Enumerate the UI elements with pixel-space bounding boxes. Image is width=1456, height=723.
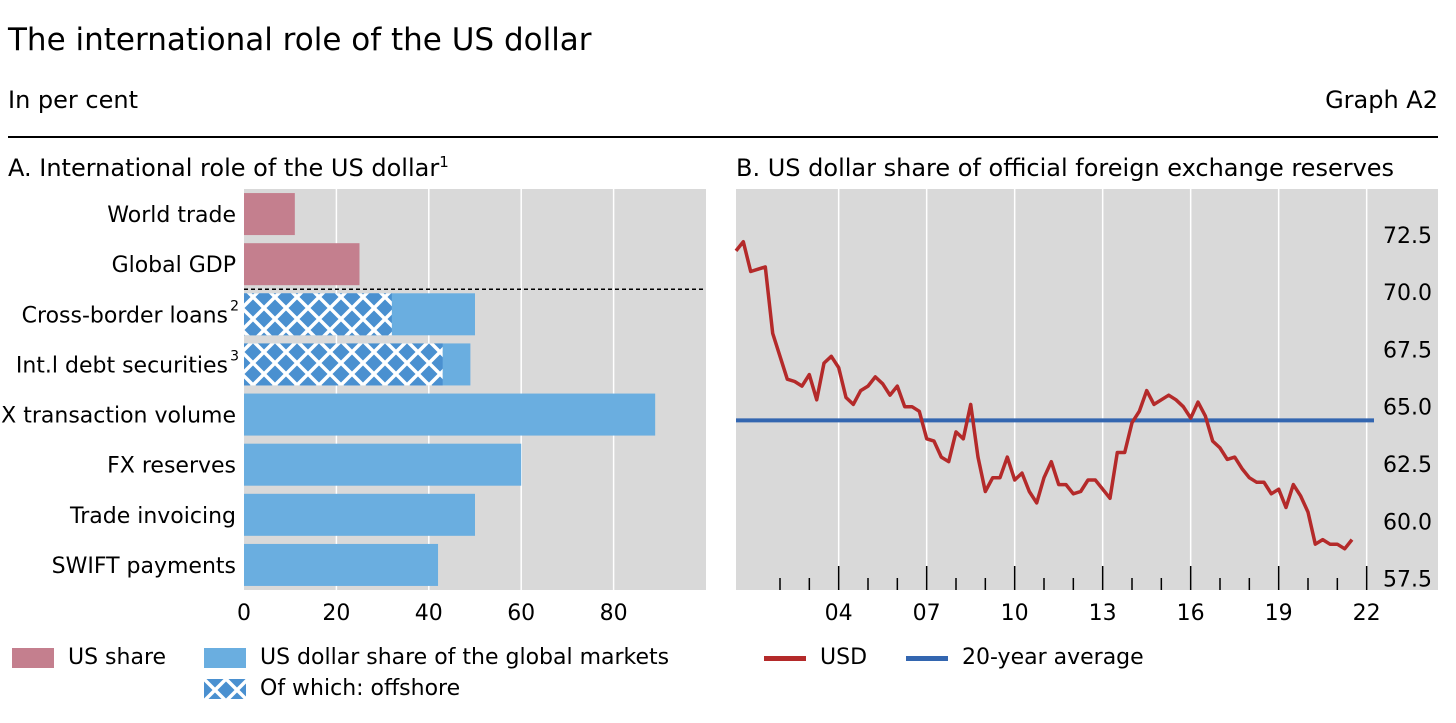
panel-a-category-label: Trade invoicing [69, 504, 236, 529]
panel-a-category-footnote: 3 [230, 348, 239, 364]
legend-label-average: 20-year average [962, 645, 1144, 670]
legend-label-usd: USD [820, 645, 868, 670]
panel-b-y-tick-label: 62.5 [1383, 453, 1432, 478]
panel-a-title: A. International role of the US dollar1 [8, 154, 449, 182]
legend-swatch-average [906, 655, 948, 661]
panel-b-plot-area [736, 189, 1438, 590]
panel-b-x-tick-label: 04 [825, 601, 853, 626]
panel-a-bar [244, 243, 360, 286]
panel-b-y-tick-label: 70.0 [1383, 281, 1432, 306]
legend-item-us-share: US share [12, 645, 166, 670]
panel-a-bar [244, 293, 392, 336]
legend-item-usd: USD [764, 645, 867, 670]
panel-a-x-tick-label: 60 [507, 601, 535, 626]
panel-b-x-tick-label: 10 [1001, 601, 1029, 626]
panel-b-x-tick-label: 22 [1353, 601, 1381, 626]
graph-identifier: Graph A2 [1325, 86, 1438, 114]
panel-a-bar [244, 543, 439, 586]
legend-label-offshore: Of which: offshore [260, 676, 461, 701]
panel-b-y-tick-label: 65.0 [1383, 396, 1432, 421]
panel-a-x-tick-label: 0 [237, 601, 251, 626]
panel-a-bar [244, 443, 522, 486]
panel-a-title-footnote: 1 [439, 153, 449, 171]
legend-item-average: 20-year average [906, 645, 1144, 670]
legend-swatch-usd [764, 655, 806, 661]
panel-b-y-tick-label: 72.5 [1383, 224, 1432, 249]
panel-a-category-label: Cross-border loans [22, 303, 228, 328]
panel-a-bar [244, 343, 443, 386]
panel-a-title-text: A. International role of the US dollar [8, 154, 440, 182]
panel-b-y-tick-label: 57.5 [1383, 568, 1432, 593]
legend-label-usd-global: US dollar share of the global markets [260, 645, 670, 670]
legend-swatch-usd-global [204, 648, 246, 668]
page-subtitle: In per cent [8, 86, 138, 114]
panel-b-x-tick-label: 13 [1089, 601, 1117, 626]
legend-item-offshore: Of which: offshore [204, 676, 460, 701]
panel-b-y-tick-label: 67.5 [1383, 338, 1432, 363]
panel-a-category-label: Global GDP [112, 253, 236, 278]
panel-a-bar [244, 393, 656, 436]
panel-a-category-label: Int.l debt securities [16, 353, 228, 378]
legend-swatch-us-share [12, 648, 54, 668]
panel-b-usd-line [734, 239, 1354, 551]
panel-a-category-label: SWIFT payments [52, 554, 236, 579]
panel-a-category-footnote: 2 [230, 298, 239, 314]
legend-label-us-share: US share [68, 645, 167, 670]
panel-a-bar [244, 493, 475, 536]
panel-a-x-tick-label: 40 [415, 601, 443, 626]
panel-a-category-label: FX transaction volume [0, 404, 236, 429]
panel-b-x-tick-label: 16 [1177, 601, 1205, 626]
panel-b-x-tick-label: 07 [913, 601, 941, 626]
legend-item-usd-global: US dollar share of the global markets [204, 645, 669, 670]
header-divider [8, 136, 1438, 138]
panel-a-x-tick-label: 20 [322, 601, 350, 626]
panel-b-y-tick-label: 60.0 [1383, 510, 1432, 535]
panel-b-title: B. US dollar share of official foreign e… [736, 154, 1395, 182]
panel-a-category-label: World trade [107, 203, 236, 228]
page-title: The international role of the US dollar [8, 22, 592, 58]
panel-a-bar [244, 193, 295, 236]
panel-b-x-tick-label: 19 [1265, 601, 1293, 626]
legend-swatch-offshore [204, 679, 246, 699]
panel-a-category-label: FX reserves [107, 454, 236, 479]
panel-a-x-tick-label: 80 [600, 601, 628, 626]
